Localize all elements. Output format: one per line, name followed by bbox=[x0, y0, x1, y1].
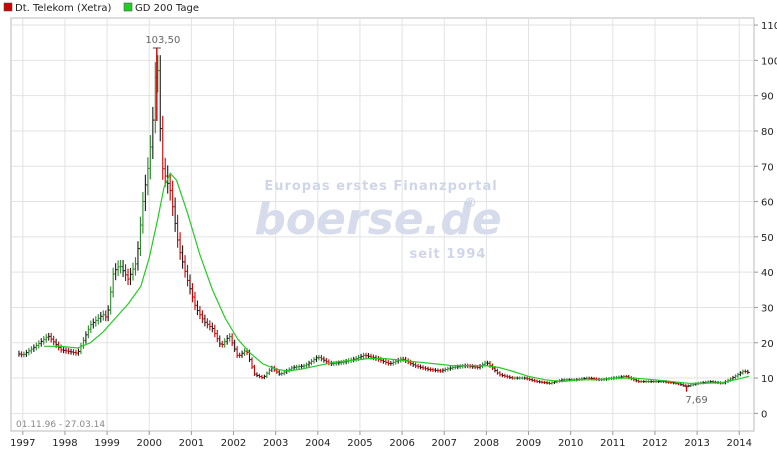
annotation-low: 7,69 bbox=[685, 395, 707, 406]
x-tick-label: 2003 bbox=[263, 438, 288, 449]
y-tick-label: 40 bbox=[761, 268, 774, 279]
plot-area bbox=[10, 17, 755, 432]
x-tick-label: 2000 bbox=[137, 438, 162, 449]
legend-swatch-average bbox=[123, 2, 133, 12]
y-tick-label: 60 bbox=[761, 198, 774, 209]
y-tick-label: 90 bbox=[761, 92, 774, 103]
watermark-tagline: Europas erstes Finanzportal bbox=[264, 179, 497, 194]
x-tick-label: 2010 bbox=[558, 438, 583, 449]
y-tick-label: 0 bbox=[761, 409, 767, 420]
legend-item-average[interactable]: GD 200 Tage bbox=[123, 2, 199, 14]
x-tick-label: 2012 bbox=[642, 438, 667, 449]
watermark: Europas erstes Finanzportal boerse.de ® … bbox=[254, 179, 501, 262]
legend-label-price: Dt. Telekom (Xetra) bbox=[15, 3, 112, 14]
x-tick-label: 2005 bbox=[347, 438, 372, 449]
legend: Dt. Telekom (Xetra) GD 200 Tage bbox=[3, 2, 199, 14]
x-tick-label: 2006 bbox=[389, 438, 414, 449]
x-tick-label: 1998 bbox=[52, 438, 77, 449]
legend-swatch-price bbox=[3, 2, 13, 12]
date-range-label: 01.11.96 - 27.03.14 bbox=[16, 420, 105, 430]
x-tick-label: 2011 bbox=[600, 438, 625, 449]
y-tick-label: 50 bbox=[761, 233, 774, 244]
y-tick-label: 10 bbox=[761, 374, 774, 385]
x-tick-label: 2009 bbox=[516, 438, 541, 449]
watermark-since: seit 1994 bbox=[410, 247, 487, 262]
x-tick-label: 2004 bbox=[305, 438, 330, 449]
legend-label-average: GD 200 Tage bbox=[135, 3, 199, 14]
x-tick-label: 1999 bbox=[94, 438, 119, 449]
annotations: 103,50 7,69 bbox=[145, 35, 707, 406]
watermark-registered-mark: ® bbox=[464, 196, 478, 211]
y-tick-label: 70 bbox=[761, 162, 774, 173]
y-tick-label: 80 bbox=[761, 127, 774, 138]
x-tick-label: 1997 bbox=[10, 438, 35, 449]
average-line bbox=[43, 172, 750, 384]
x-tick-label: 2007 bbox=[432, 438, 457, 449]
axis-ticks: 0 10 20 30 40 50 60 70 80 90 100 110 1997 1998 1999 200… bbox=[10, 21, 777, 449]
legend-item-price[interactable]: Dt. Telekom (Xetra) bbox=[3, 2, 112, 14]
x-tick-label: 2002 bbox=[221, 438, 246, 449]
grid bbox=[11, 18, 754, 431]
annotation-high: 103,50 bbox=[145, 35, 180, 46]
x-tick-label: 2008 bbox=[474, 438, 499, 449]
chart-marks bbox=[18, 47, 750, 392]
average-line-group bbox=[43, 172, 750, 384]
y-tick-label: 30 bbox=[761, 303, 774, 314]
x-tick-label: 2014 bbox=[727, 438, 752, 449]
x-tick-label: 2001 bbox=[179, 438, 204, 449]
y-tick-label: 20 bbox=[761, 339, 774, 350]
y-tick-label: 100 bbox=[761, 56, 777, 67]
x-tick-label: 2013 bbox=[684, 438, 709, 449]
watermark-logo: boerse.de bbox=[254, 194, 501, 245]
y-tick-label: 110 bbox=[761, 21, 777, 32]
